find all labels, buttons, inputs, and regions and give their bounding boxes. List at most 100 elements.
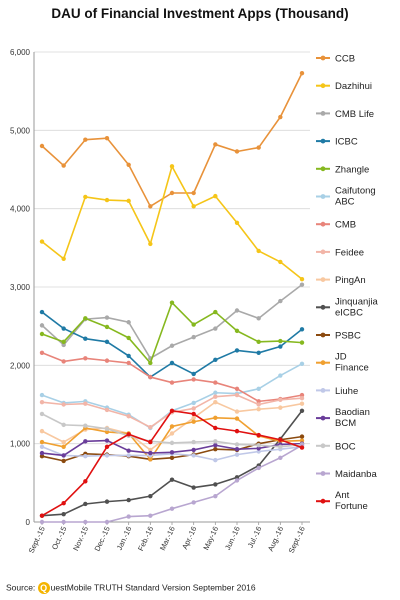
data-point [213, 390, 218, 395]
data-point [278, 298, 283, 304]
data-point [39, 392, 45, 398]
data-point [104, 135, 110, 141]
data-point [39, 450, 45, 456]
data-point [126, 162, 131, 167]
legend-label: Baodian [335, 407, 370, 418]
legend-item: Zhangle [316, 164, 369, 175]
data-point [39, 399, 45, 405]
data-point [278, 455, 283, 460]
legend-label: Zhangle [335, 164, 369, 175]
data-point [278, 114, 283, 120]
legend-label: Maidanba [335, 469, 377, 480]
data-point [39, 309, 45, 315]
data-point [169, 343, 175, 348]
source-brand: uestMobile [50, 582, 92, 593]
data-point [61, 511, 66, 517]
legend-label: Fortune [335, 501, 368, 512]
data-point [278, 338, 283, 344]
data-point [148, 457, 153, 462]
data-point [104, 407, 110, 413]
data-point [39, 454, 45, 459]
legend-item: BOC [316, 441, 356, 452]
data-point [83, 316, 88, 321]
data-point [299, 70, 305, 76]
data-point [126, 320, 131, 325]
data-point [213, 493, 218, 499]
legend-item: CCB [316, 54, 355, 65]
legend-marker [320, 111, 326, 116]
data-point [213, 193, 218, 199]
legend-item: PSBC [316, 331, 361, 342]
data-point [213, 439, 218, 444]
data-point [191, 400, 196, 406]
questmobile-logo-icon: Q [37, 582, 50, 594]
data-point [39, 331, 45, 337]
legend-label: CCB [335, 54, 355, 65]
data-point [39, 350, 45, 355]
data-point [169, 164, 175, 169]
data-point [299, 396, 305, 401]
y-tick-labels: 0 1,000 2,000 3,000 4,000 5,000 6,000 [10, 48, 31, 527]
data-point [191, 485, 196, 490]
legend-item: Dazhihui [316, 81, 372, 92]
x-tick-label: Sept.-15 [27, 525, 47, 555]
legend-label: PingAn [335, 275, 366, 286]
data-point [278, 344, 283, 349]
data-point [126, 414, 131, 419]
legend-label: Finance [335, 363, 369, 374]
data-point [39, 513, 45, 518]
data-point [299, 282, 305, 287]
data-point [213, 457, 218, 463]
legend-marker [320, 304, 326, 310]
data-point [61, 458, 66, 464]
data-point [169, 440, 175, 446]
data-point [104, 358, 110, 363]
data-point [256, 339, 261, 345]
data-point [213, 415, 218, 421]
data-point [278, 373, 283, 378]
data-point [148, 241, 153, 247]
legend-label: Dazhihui [335, 81, 372, 92]
data-point [61, 501, 66, 506]
data-point [169, 408, 175, 413]
legend-marker [320, 138, 326, 144]
data-point [126, 360, 131, 366]
data-point [169, 360, 175, 366]
series-line [41, 352, 303, 403]
y-tick-label: 2,000 [10, 361, 31, 370]
series-line [41, 165, 303, 280]
data-point [191, 419, 196, 424]
data-point [256, 443, 261, 448]
data-point [234, 452, 240, 457]
legend-label: Ant [335, 490, 350, 501]
data-point [83, 439, 88, 444]
data-point [104, 324, 110, 330]
legend-marker [320, 166, 326, 172]
legend-marker [320, 277, 326, 282]
data-point [39, 239, 45, 244]
legend-marker [320, 498, 326, 504]
legend-label: CMB [335, 220, 356, 231]
y-tick-label: 1,000 [10, 440, 31, 449]
data-point [299, 327, 305, 332]
legend-marker [320, 249, 326, 255]
data-point [191, 371, 196, 377]
legend-label: ABC [335, 197, 355, 208]
series-maidanba [39, 443, 305, 525]
x-tick-label: Oct.-15 [50, 525, 69, 551]
data-point [191, 439, 196, 445]
data-point [104, 315, 110, 320]
data-point [61, 339, 66, 345]
data-point [234, 348, 240, 353]
legend-label: CMB Life [335, 109, 374, 120]
data-point [213, 425, 218, 431]
data-point [299, 276, 305, 282]
data-point [104, 444, 110, 449]
y-tick-label: 0 [26, 518, 31, 527]
data-point [299, 434, 305, 439]
legend-marker [320, 55, 326, 61]
legend-item: PingAn [316, 275, 366, 286]
